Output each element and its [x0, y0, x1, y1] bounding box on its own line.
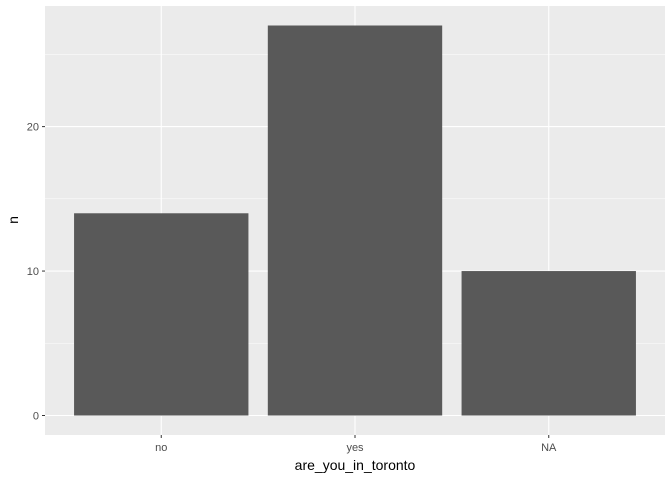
- y-tick-label: 0: [33, 411, 39, 423]
- y-tick-label: 20: [27, 122, 39, 134]
- x-tick-label: yes: [346, 442, 364, 454]
- y-tick-label: 10: [27, 266, 39, 278]
- bars: [74, 25, 636, 416]
- bar-no: [74, 213, 249, 416]
- x-axis-ticks: no yes NA: [155, 435, 557, 454]
- x-axis-title: are_you_in_toronto: [295, 457, 416, 473]
- x-tick-label: NA: [541, 442, 557, 454]
- y-axis-ticks: 0 10 20: [27, 122, 45, 423]
- x-tick-label: no: [155, 442, 167, 454]
- bar-yes: [267, 25, 443, 416]
- bar-na: [461, 271, 636, 416]
- y-axis-title: n: [5, 216, 21, 224]
